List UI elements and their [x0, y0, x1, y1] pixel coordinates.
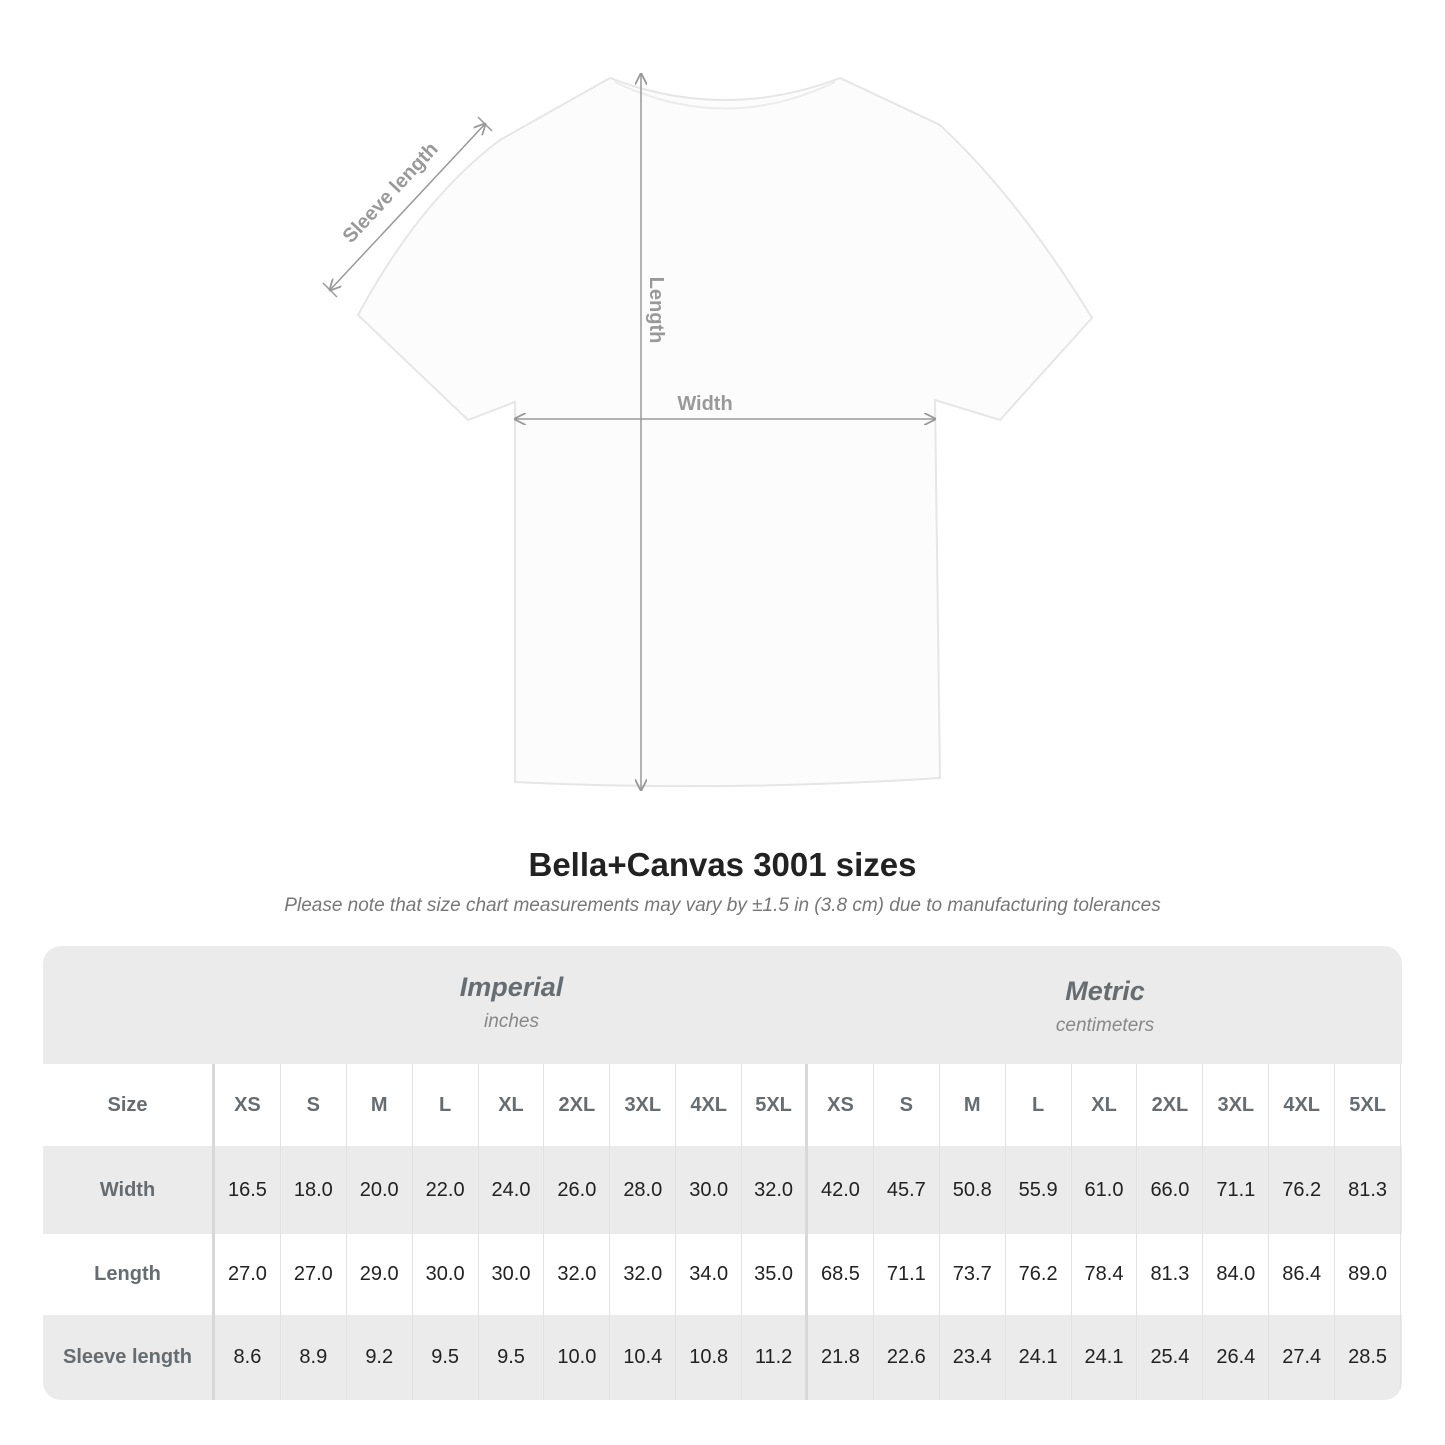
imperial-size-3xl: 3XL [610, 1064, 677, 1146]
sleeve-arrow [330, 124, 485, 290]
metric-value-cell: 28.5 [1335, 1315, 1402, 1400]
imperial-value-cell: 16.5 [215, 1146, 281, 1234]
metric-value-cell: 71.1 [874, 1234, 940, 1315]
imperial-value-cell: 26.0 [544, 1146, 611, 1234]
metric-value-cell: 24.1 [1006, 1315, 1072, 1400]
imperial-value-cell: 30.0 [479, 1234, 545, 1315]
table-row: Length 27.0 27.0 29.0 30.0 30.0 32.0 32.0 34.0 35… [43, 1234, 1402, 1315]
imperial-value-cell: 30.0 [676, 1146, 743, 1234]
metric-size-5xl: 5XL [1335, 1064, 1402, 1146]
imperial-value-cell: 34.0 [676, 1234, 743, 1315]
imperial-size-s: S [281, 1064, 347, 1146]
tshirt-shape [356, 76, 1094, 788]
imperial-value-cell: 20.0 [347, 1146, 413, 1234]
size-header-label: Size [43, 1064, 215, 1146]
metric-value-cell: 42.0 [808, 1146, 874, 1234]
imperial-value-cell: 32.0 [742, 1146, 809, 1234]
metric-size-m: M [940, 1064, 1006, 1146]
metric-size-s: S [874, 1064, 940, 1146]
row-label: Sleeve length [43, 1315, 215, 1400]
imperial-value-cell: 9.5 [479, 1315, 545, 1400]
metric-value-cell: 26.4 [1203, 1315, 1270, 1400]
metric-value-cell: 73.7 [940, 1234, 1006, 1315]
metric-value-cell: 45.7 [874, 1146, 940, 1234]
imperial-value-cell: 30.0 [413, 1234, 479, 1315]
metric-value-cell: 25.4 [1137, 1315, 1204, 1400]
imperial-value-cell: 9.5 [413, 1315, 479, 1400]
page-title: Bella+Canvas 3001 sizes [528, 846, 917, 883]
metric-value-cell: 66.0 [1137, 1146, 1204, 1234]
tshirt-diagram: Sleeve length Length Width [322, 0, 1094, 820]
size-grid: Size XS S M L XL 2XL 3XL 4XL 5XL XS S M L XL 2XL 3XL 4XL 5… [43, 1064, 1402, 1400]
imperial-value-cell: 8.6 [215, 1315, 281, 1400]
imperial-value-cell: 27.0 [281, 1234, 347, 1315]
size-table: Imperial inches Metric centimeters Size X… [43, 946, 1402, 1400]
imperial-value-cell: 10.0 [544, 1315, 611, 1400]
imperial-size-xl: XL [479, 1064, 545, 1146]
imperial-value-cell: 10.4 [610, 1315, 677, 1400]
imperial-value-cell: 24.0 [479, 1146, 545, 1234]
metric-value-cell: 78.4 [1072, 1234, 1138, 1315]
metric-value-cell: 76.2 [1006, 1234, 1072, 1315]
length-label: Length [645, 277, 667, 344]
row-label: Width [43, 1146, 215, 1234]
metric-value-cell: 24.1 [1072, 1315, 1138, 1400]
imperial-value-cell: 32.0 [544, 1234, 611, 1315]
imperial-value-cell: 27.0 [215, 1234, 281, 1315]
imperial-value-cell: 9.2 [347, 1315, 413, 1400]
width-label: Width [677, 393, 732, 415]
metric-value-cell: 84.0 [1203, 1234, 1270, 1315]
metric-value-cell: 55.9 [1006, 1146, 1072, 1234]
row-label: Length [43, 1234, 215, 1315]
metric-value-cell: 50.8 [940, 1146, 1006, 1234]
imperial-unit: inches [484, 1011, 539, 1032]
imperial-size-l: L [413, 1064, 479, 1146]
imperial-title: Imperial [459, 972, 564, 1002]
imperial-value-cell: 18.0 [281, 1146, 347, 1234]
metric-size-3xl: 3XL [1203, 1064, 1270, 1146]
metric-size-xs: XS [808, 1064, 874, 1146]
metric-value-cell: 21.8 [808, 1315, 874, 1400]
metric-value-cell: 68.5 [808, 1234, 874, 1315]
imperial-value-cell: 29.0 [347, 1234, 413, 1315]
imperial-size-m: M [347, 1064, 413, 1146]
metric-size-l: L [1006, 1064, 1072, 1146]
imperial-size-2xl: 2XL [544, 1064, 611, 1146]
metric-header: Metric centimeters [808, 946, 1402, 1064]
imperial-value-cell: 10.8 [676, 1315, 743, 1400]
imperial-value-cell: 35.0 [742, 1234, 809, 1315]
imperial-header: Imperial inches [215, 946, 808, 1064]
size-header-row: Size XS S M L XL 2XL 3XL 4XL 5XL XS S M L XL 2XL 3XL 4XL 5… [43, 1064, 1402, 1146]
imperial-value-cell: 22.0 [413, 1146, 479, 1234]
imperial-value-cell: 32.0 [610, 1234, 677, 1315]
metric-value-cell: 61.0 [1072, 1146, 1138, 1234]
imperial-value-cell: 28.0 [610, 1146, 677, 1234]
metric-unit: centimeters [1055, 1015, 1155, 1036]
metric-value-cell: 76.2 [1269, 1146, 1336, 1234]
metric-value-cell: 81.3 [1335, 1146, 1402, 1234]
table-row: Sleeve length 8.6 8.9 9.2 9.5 9.5 10.0 10.4 10.8… [43, 1315, 1402, 1400]
metric-value-cell: 86.4 [1269, 1234, 1336, 1315]
imperial-value-cell: 11.2 [742, 1315, 809, 1400]
imperial-size-5xl: 5XL [742, 1064, 809, 1146]
metric-value-cell: 23.4 [940, 1315, 1006, 1400]
metric-value-cell: 22.6 [874, 1315, 940, 1400]
tolerance-note: Please note that size chart measurements… [284, 895, 1161, 916]
metric-value-cell: 81.3 [1137, 1234, 1204, 1315]
imperial-value-cell: 8.9 [281, 1315, 347, 1400]
metric-size-xl: XL [1072, 1064, 1138, 1146]
metric-value-cell: 71.1 [1203, 1146, 1270, 1234]
table-row: Width 16.5 18.0 20.0 22.0 24.0 26.0 28.0 30.0 32.… [43, 1146, 1402, 1234]
metric-title: Metric [1065, 976, 1145, 1006]
imperial-size-xs: XS [215, 1064, 281, 1146]
metric-size-4xl: 4XL [1269, 1064, 1336, 1146]
metric-value-cell: 89.0 [1335, 1234, 1402, 1315]
imperial-size-4xl: 4XL [676, 1064, 743, 1146]
metric-size-2xl: 2XL [1137, 1064, 1204, 1146]
metric-value-cell: 27.4 [1269, 1315, 1336, 1400]
